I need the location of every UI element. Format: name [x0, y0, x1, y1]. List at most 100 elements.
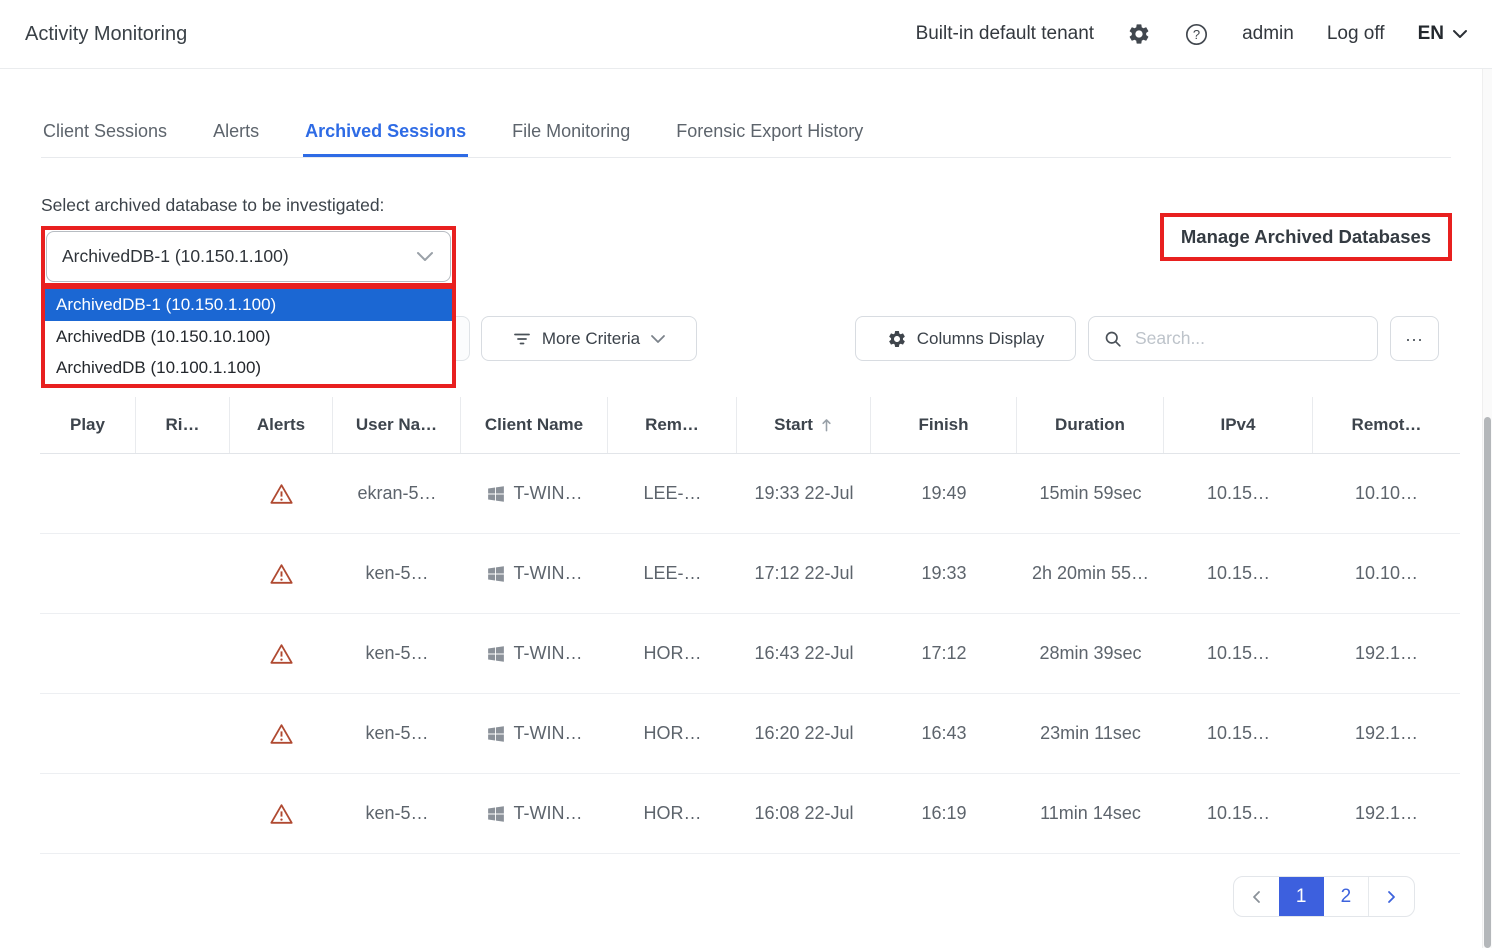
- duration-cell: 15min 59sec: [1039, 483, 1142, 503]
- alerts-cell: [230, 774, 333, 853]
- header-user-name[interactable]: User Na…: [333, 397, 461, 453]
- columns-display-label: Columns Display: [916, 328, 1045, 348]
- alert-warning-icon: [269, 723, 294, 745]
- database-option[interactable]: ArchivedDB-1 (10.150.1.100): [45, 289, 452, 321]
- database-option[interactable]: ArchivedDB (10.150.10.100): [45, 320, 452, 353]
- header-finish[interactable]: Finish: [871, 397, 1017, 453]
- chevron-down-icon: [416, 251, 434, 262]
- tab-archived-sessions[interactable]: Archived Sessions: [303, 108, 469, 157]
- windows-icon: [487, 805, 505, 823]
- play-cell: [40, 534, 136, 613]
- alert-warning-icon: [269, 483, 294, 505]
- search-box[interactable]: [1088, 316, 1378, 361]
- risk-cell: [136, 454, 230, 533]
- windows-icon: [487, 565, 505, 583]
- user-name-cell: ken-5…: [365, 563, 429, 583]
- more-criteria-label: More Criteria: [541, 328, 641, 348]
- gear-icon: [887, 329, 907, 349]
- tab-client-sessions[interactable]: Client Sessions: [43, 120, 168, 141]
- alert-warning-icon: [269, 803, 294, 825]
- header-start-sorted[interactable]: Start: [737, 397, 871, 453]
- finish-cell: 17:12: [921, 643, 967, 663]
- header-remote[interactable]: Rem…: [608, 397, 737, 453]
- header-risk[interactable]: Ri…: [136, 397, 230, 453]
- start-cell: 17:12 22-Jul: [754, 563, 854, 583]
- search-input[interactable]: [1133, 327, 1363, 350]
- tab-alerts[interactable]: Alerts: [213, 120, 260, 141]
- tab-bar: Client Sessions Alerts Archived Sessions…: [41, 108, 1451, 158]
- client-name-cell: T-WIN…: [461, 534, 608, 613]
- language-label: EN: [1417, 23, 1444, 44]
- chevron-down-icon: [650, 334, 666, 344]
- database-select[interactable]: ArchivedDB-1 (10.150.1.100): [46, 231, 451, 282]
- remote-ip-cell: 192.1…: [1354, 723, 1419, 743]
- tab-file-monitoring[interactable]: File Monitoring: [512, 120, 631, 141]
- windows-icon: [487, 485, 505, 503]
- play-cell: [40, 454, 136, 533]
- user-name-cell: ekran-5…: [357, 483, 437, 503]
- ipv4-cell: 10.15…: [1206, 723, 1271, 743]
- page-button-1[interactable]: 1: [1278, 877, 1324, 916]
- duration-cell: 11min 14sec: [1040, 803, 1141, 823]
- header-duration[interactable]: Duration: [1017, 397, 1164, 453]
- header-play[interactable]: Play: [40, 397, 136, 453]
- overflow-label: ...: [1405, 325, 1424, 345]
- table-row[interactable]: ken-5… T-WIN… HOR… 16:20 22-Jul 16:43 23…: [40, 694, 1460, 774]
- finish-cell: 16:19: [921, 803, 967, 823]
- remote-host-cell: LEE-…: [643, 563, 702, 583]
- top-bar: Activity Monitoring Built-in default ten…: [0, 0, 1492, 69]
- page-button-2[interactable]: 2: [1324, 877, 1370, 916]
- overflow-menu-button[interactable]: ...: [1390, 316, 1439, 361]
- risk-cell: [136, 614, 230, 693]
- risk-cell: [136, 694, 230, 773]
- header-alerts[interactable]: Alerts: [230, 397, 333, 453]
- table-row[interactable]: ken-5… T-WIN… LEE-… 17:12 22-Jul 19:33 2…: [40, 534, 1460, 614]
- scrollbar-thumb[interactable]: [1484, 417, 1491, 948]
- prev-page-button[interactable]: [1234, 877, 1279, 916]
- more-criteria-button[interactable]: More Criteria: [481, 316, 697, 361]
- duration-cell: 2h 20min 55…: [1031, 563, 1150, 583]
- play-cell: [40, 614, 136, 693]
- alert-warning-icon: [269, 563, 294, 585]
- settings-gear-icon[interactable]: [1127, 22, 1151, 46]
- header-ipv4[interactable]: IPv4: [1164, 397, 1313, 453]
- header-remote-ip[interactable]: Remot…: [1351, 415, 1422, 434]
- next-page-button[interactable]: [1369, 877, 1414, 916]
- manage-archived-databases-button[interactable]: Manage Archived Databases: [1180, 226, 1432, 247]
- ipv4-cell: 10.15…: [1206, 563, 1271, 583]
- app-title: Activity Monitoring: [25, 22, 188, 45]
- client-name-cell: T-WIN…: [461, 774, 608, 853]
- start-cell: 16:08 22-Jul: [754, 803, 854, 823]
- play-cell: [40, 694, 136, 773]
- table-row[interactable]: ken-5… T-WIN… HOR… 16:43 22-Jul 17:12 28…: [40, 614, 1460, 694]
- columns-display-button[interactable]: Columns Display: [855, 316, 1076, 361]
- duration-cell: 23min 11sec: [1040, 723, 1141, 743]
- sort-ascending-icon: [820, 417, 833, 433]
- header-client-name[interactable]: Client Name: [461, 397, 608, 453]
- annotation-highlight-select: ArchivedDB-1 (10.150.1.100): [41, 226, 456, 287]
- database-option[interactable]: ArchivedDB (10.100.1.100): [45, 352, 452, 385]
- alerts-cell: [230, 454, 333, 533]
- annotation-highlight-options: ArchivedDB-1 (10.150.1.100) ArchivedDB (…: [41, 285, 456, 388]
- remote-ip-cell: 192.1…: [1354, 643, 1419, 663]
- start-cell: 16:43 22-Jul: [754, 643, 854, 663]
- user-name-cell: ken-5…: [365, 643, 429, 663]
- table-row[interactable]: ekran-5… T-WIN… LEE-… 19:33 22-Jul 19:49…: [40, 454, 1460, 534]
- language-selector[interactable]: EN: [1418, 23, 1468, 45]
- database-select-value: ArchivedDB-1 (10.150.1.100): [62, 246, 289, 266]
- table-row[interactable]: ken-5… T-WIN… HOR… 16:08 22-Jul 16:19 11…: [40, 774, 1460, 854]
- start-cell: 19:33 22-Jul: [754, 483, 854, 503]
- risk-cell: [136, 774, 230, 853]
- ipv4-cell: 10.15…: [1206, 803, 1271, 823]
- sessions-table: Play Ri… Alerts User Na… Client Name Rem…: [40, 397, 1460, 854]
- duration-cell: 28min 39sec: [1039, 643, 1142, 663]
- user-menu[interactable]: admin: [1242, 23, 1294, 44]
- remote-ip-cell: 10.10…: [1354, 483, 1419, 503]
- log-off-link[interactable]: Log off: [1326, 23, 1385, 44]
- help-icon[interactable]: ?: [1184, 22, 1209, 47]
- alerts-cell: [230, 614, 333, 693]
- user-name-cell: ken-5…: [365, 723, 429, 743]
- tab-forensic-export-history[interactable]: Forensic Export History: [676, 120, 864, 141]
- finish-cell: 19:49: [921, 483, 967, 503]
- vertical-scrollbar[interactable]: [1482, 69, 1492, 948]
